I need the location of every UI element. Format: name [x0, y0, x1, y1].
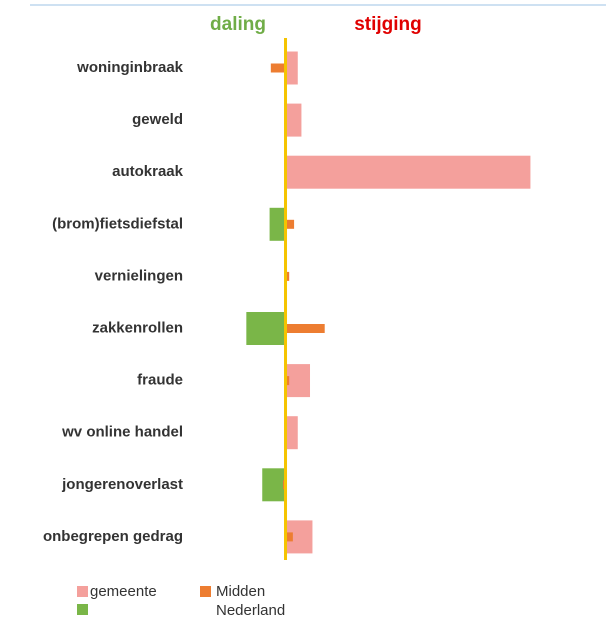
- bar: [246, 312, 286, 345]
- annotation: stijging: [354, 14, 422, 35]
- bar: [285, 324, 325, 333]
- bar: [285, 364, 311, 398]
- bar: [285, 416, 298, 450]
- bar: [269, 207, 286, 241]
- category-label: autokraak: [112, 163, 184, 180]
- legend-swatch: [77, 586, 88, 597]
- category-label: woninginbraak: [76, 59, 184, 76]
- legend-label: Midden Nederland: [216, 583, 286, 619]
- annotation: daling: [210, 14, 266, 35]
- bar: [285, 103, 302, 137]
- bar: [285, 271, 290, 281]
- legend-label: gemeente: [90, 583, 157, 600]
- category-label: vernielingen: [95, 267, 183, 284]
- legend-swatch: [200, 586, 211, 597]
- legend-swatch: [77, 604, 88, 615]
- bar: [285, 219, 295, 229]
- category-label: fraude: [137, 372, 183, 389]
- category-label: onbegrepen gedrag: [43, 528, 183, 545]
- bar: [285, 376, 290, 386]
- category-label: wv online handel: [61, 424, 183, 441]
- category-label: geweld: [132, 111, 183, 128]
- bar: [262, 468, 286, 502]
- bar: [285, 532, 293, 542]
- bar: [270, 63, 286, 73]
- bar: [285, 51, 298, 85]
- category-label: (brom)fietsdiefstal: [52, 215, 183, 232]
- bar: [285, 155, 531, 189]
- category-label: jongerenoverlast: [61, 476, 183, 493]
- category-label: zakkenrollen: [92, 319, 183, 336]
